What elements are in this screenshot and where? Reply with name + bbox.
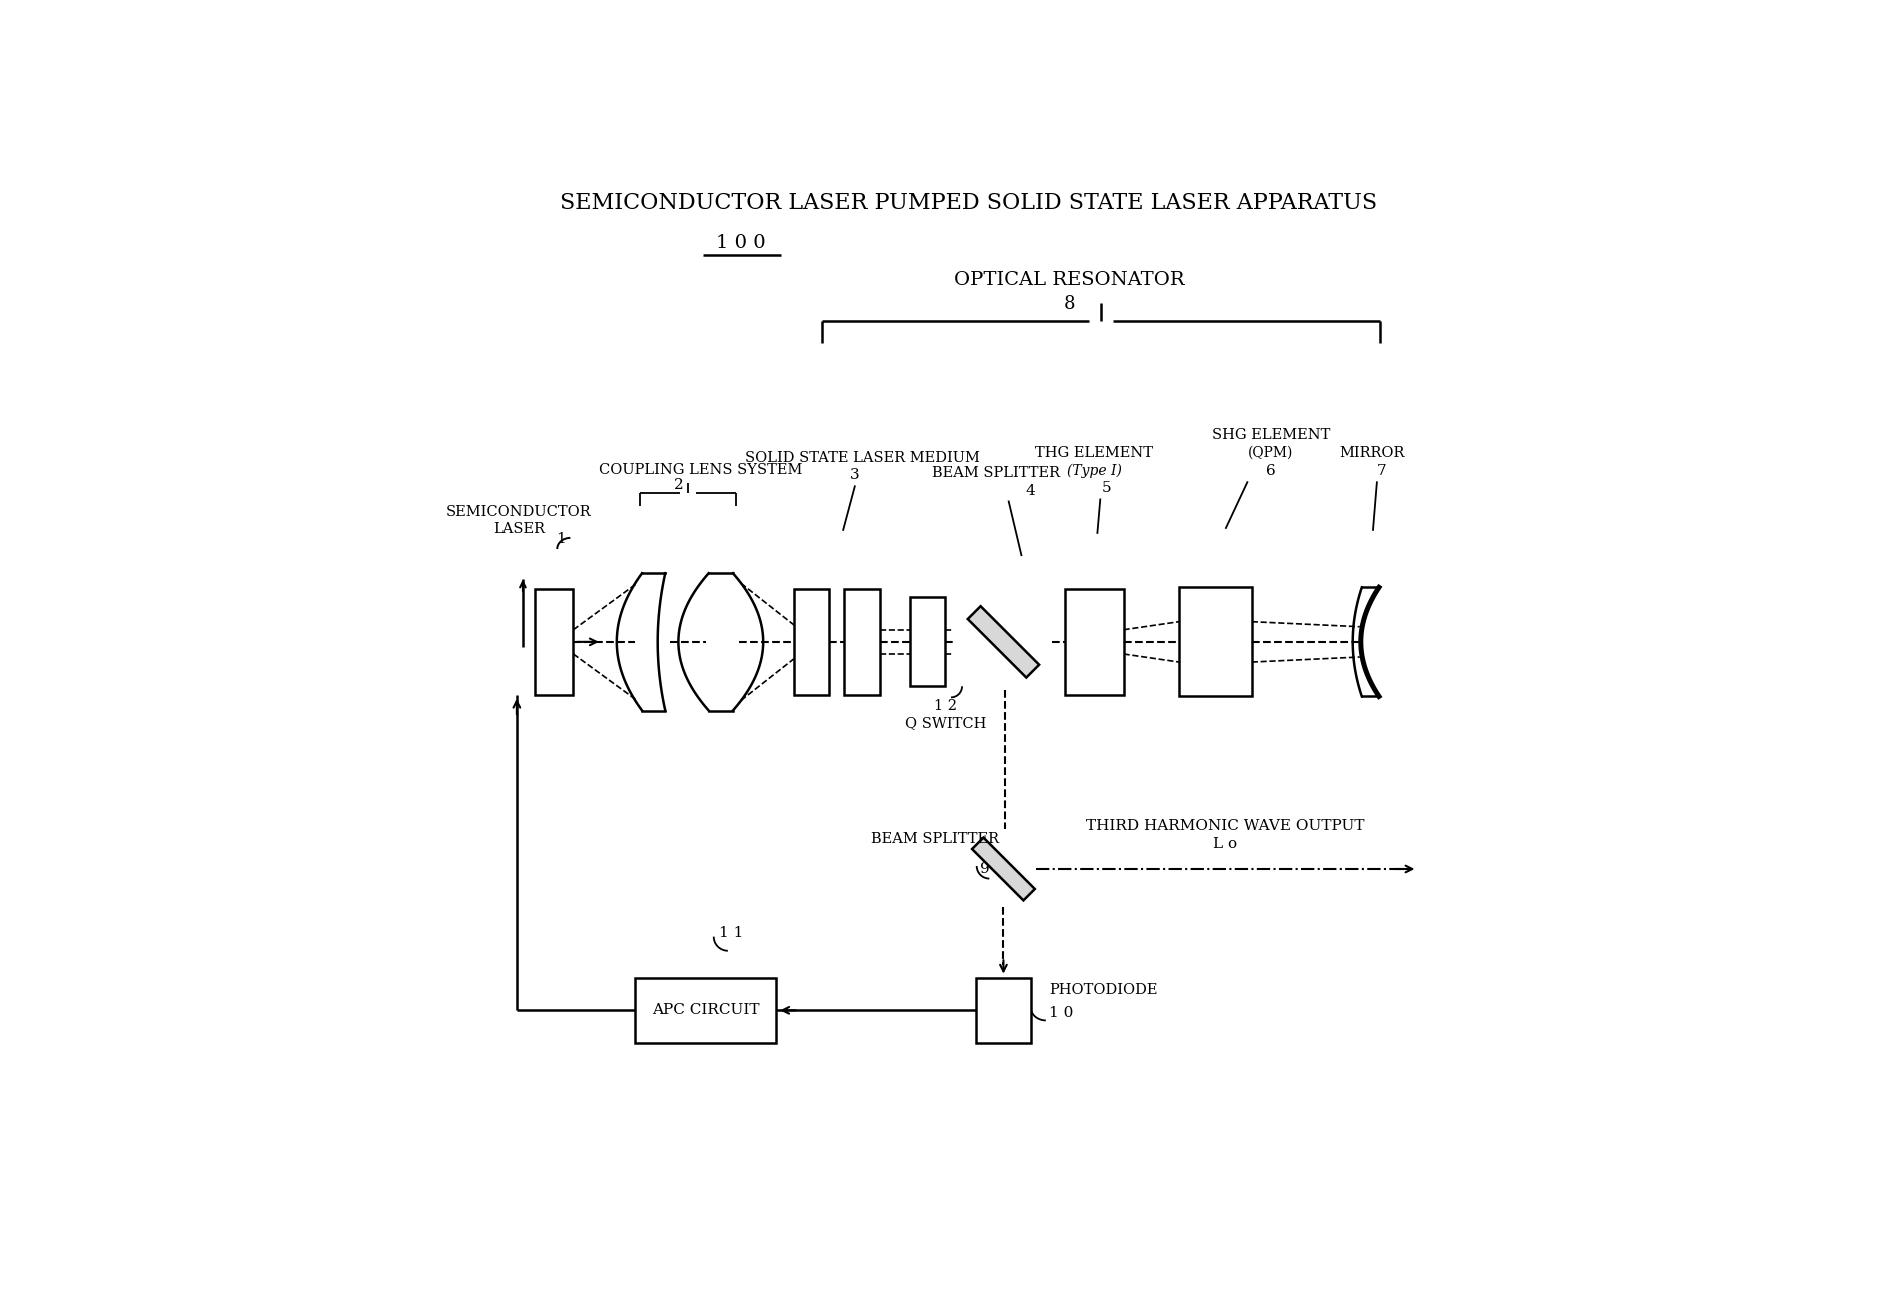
FancyBboxPatch shape: [793, 589, 829, 695]
Text: 2: 2: [674, 479, 684, 493]
FancyBboxPatch shape: [1179, 587, 1252, 696]
Text: 1 0: 1 0: [1048, 1007, 1073, 1020]
Text: THIRD HARMONIC WAVE OUTPUT: THIRD HARMONIC WAVE OUTPUT: [1086, 818, 1364, 832]
Text: THG ELEMENT: THG ELEMENT: [1035, 446, 1154, 460]
Text: 1 1: 1 1: [718, 926, 742, 940]
Text: 1 0 0: 1 0 0: [716, 235, 765, 252]
Text: COUPLING LENS SYSTEM: COUPLING LENS SYSTEM: [599, 463, 803, 477]
Text: 5: 5: [1101, 481, 1111, 496]
Text: 1: 1: [555, 532, 567, 545]
FancyBboxPatch shape: [910, 598, 944, 686]
Text: 6: 6: [1266, 464, 1275, 479]
Text: (Type I): (Type I): [1067, 464, 1122, 479]
Polygon shape: [973, 838, 1035, 901]
FancyBboxPatch shape: [535, 589, 574, 695]
Text: Q SWITCH: Q SWITCH: [905, 717, 986, 730]
Text: 7: 7: [1377, 464, 1387, 479]
Text: 3: 3: [850, 468, 859, 482]
Text: SHG ELEMENT: SHG ELEMENT: [1211, 427, 1330, 442]
Text: 9: 9: [980, 863, 990, 876]
FancyBboxPatch shape: [844, 589, 880, 695]
Text: SEMICONDUCTOR
LASER: SEMICONDUCTOR LASER: [446, 505, 591, 536]
FancyBboxPatch shape: [635, 978, 776, 1044]
Text: MIRROR: MIRROR: [1339, 446, 1405, 460]
FancyBboxPatch shape: [1065, 589, 1124, 695]
Text: (QPM): (QPM): [1249, 446, 1294, 460]
Text: SEMICONDUCTOR LASER PUMPED SOLID STATE LASER APPARATUS: SEMICONDUCTOR LASER PUMPED SOLID STATE L…: [559, 191, 1377, 214]
Text: 4: 4: [1026, 484, 1035, 497]
FancyBboxPatch shape: [977, 978, 1031, 1044]
Text: 1 2: 1 2: [935, 699, 958, 713]
Text: PHOTODIODE: PHOTODIODE: [1048, 983, 1158, 998]
Polygon shape: [967, 606, 1039, 678]
Text: APC CIRCUIT: APC CIRCUIT: [652, 1003, 759, 1017]
Text: L o: L o: [1213, 836, 1237, 851]
Text: BEAM SPLITTER: BEAM SPLITTER: [871, 831, 999, 846]
Text: 8: 8: [1064, 295, 1075, 313]
Text: SOLID STATE LASER MEDIUM: SOLID STATE LASER MEDIUM: [744, 451, 980, 465]
Text: BEAM SPLITTER: BEAM SPLITTER: [933, 467, 1060, 480]
Text: OPTICAL RESONATOR: OPTICAL RESONATOR: [954, 271, 1184, 290]
